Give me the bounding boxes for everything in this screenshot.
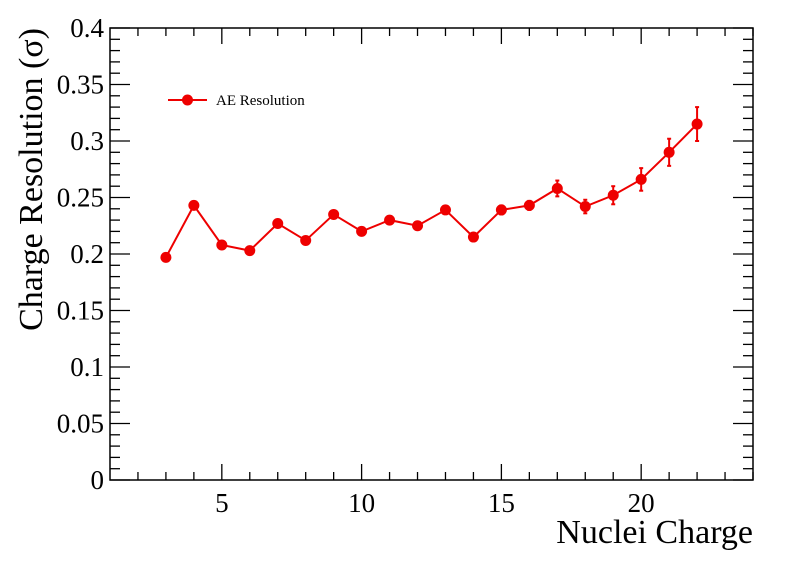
- data-point: [300, 234, 312, 246]
- x-tick-label: 15: [488, 488, 515, 518]
- data-point: [188, 199, 200, 211]
- x-tick-label: 20: [628, 488, 655, 518]
- data-point: [635, 173, 647, 185]
- y-tick-label: 0: [91, 465, 105, 495]
- x-axis-tick-labels: 5 10 15 20: [215, 488, 655, 518]
- data-point: [356, 225, 368, 237]
- legend-label: AE Resolution: [216, 93, 305, 109]
- y-tick-label: 0.1: [70, 352, 104, 382]
- y-tick-label: 0.15: [57, 296, 104, 326]
- x-axis-ticks: [137, 28, 754, 480]
- y-axis-tick-labels: 0 0.05 0.1 0.15 0.2 0.25 0.3 0.35 0.4: [57, 13, 105, 495]
- x-tick-label: 10: [348, 488, 375, 518]
- y-tick-label: 0.2: [70, 239, 104, 269]
- data-point: [216, 239, 228, 251]
- data-point: [663, 146, 675, 158]
- data-point: [691, 118, 703, 130]
- data-point: [579, 201, 591, 213]
- data-point: [412, 220, 424, 232]
- y-axis-title: Charge Resolution (σ): [13, 28, 50, 331]
- data-point: [439, 204, 451, 216]
- series-line: [165, 123, 698, 258]
- data-point: [607, 189, 619, 201]
- y-tick-label: 0.25: [57, 183, 104, 213]
- legend-marker: [182, 94, 193, 106]
- x-axis-title: Nuclei Charge: [556, 514, 753, 551]
- series-layer: [160, 106, 703, 263]
- y-axis-ticks: [110, 27, 753, 481]
- plot-frame: [109, 27, 754, 481]
- data-point: [160, 251, 172, 263]
- data-point: [467, 231, 479, 243]
- data-point: [384, 214, 396, 226]
- data-point: [244, 245, 256, 257]
- y-tick-label: 0.4: [70, 13, 104, 43]
- x-tick-label: 5: [215, 488, 229, 518]
- y-tick-label: 0.35: [57, 70, 104, 100]
- data-point: [523, 199, 535, 211]
- legend: AE Resolution: [168, 93, 305, 109]
- data-point: [495, 204, 507, 216]
- y-tick-label: 0.3: [70, 126, 104, 156]
- y-tick-label: 0.05: [57, 409, 104, 439]
- data-point: [272, 217, 284, 229]
- data-point: [328, 208, 340, 220]
- data-point: [551, 182, 563, 194]
